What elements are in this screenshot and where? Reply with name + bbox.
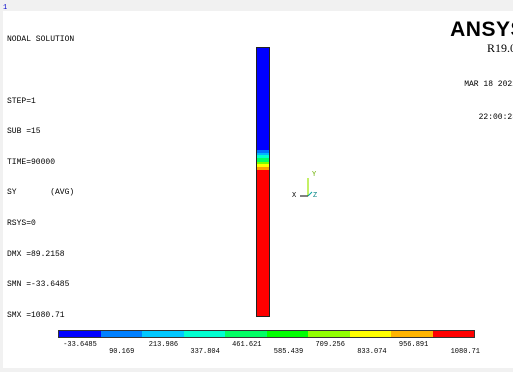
contour-column-model[interactable]	[256, 47, 270, 317]
legend-swatch	[432, 331, 474, 337]
legend-swatch	[308, 331, 350, 337]
window-number: 1	[3, 4, 8, 12]
contour-band	[257, 155, 269, 159]
info-line: RSYS=0	[7, 219, 36, 229]
contour-band	[257, 152, 269, 156]
legend-value-label: 90.169	[109, 348, 135, 356]
legend-swatch	[391, 331, 433, 337]
legend-value-label: 461.621	[232, 341, 262, 349]
info-line: SY (AVG)	[7, 188, 75, 198]
contour-band	[257, 170, 269, 316]
legend-value-label: 956.891	[398, 341, 429, 349]
triad-y-label: Y	[312, 171, 317, 179]
date-label: MAR 18 2022	[464, 80, 513, 89]
legend-value-label: 709.256	[315, 341, 345, 349]
legend-swatch	[142, 331, 184, 337]
solution-info: NODAL SOLUTION STEP=1 SUB =15 TIME=90000…	[7, 15, 74, 331]
legend-swatch	[266, 331, 308, 337]
info-line: DMX =89.2158	[7, 249, 65, 259]
version-label: R19.0	[486, 41, 513, 55]
ansys-logo-text: ANSYS	[450, 18, 513, 41]
contour-band	[257, 150, 269, 153]
timestamp: MAR 18 2022 22:00:23	[464, 57, 513, 134]
legend-value-label: 833.074	[357, 348, 387, 356]
info-line	[7, 66, 74, 76]
legend-swatch	[183, 331, 225, 337]
info-line: SMX =1080.71	[7, 310, 65, 320]
contour-band	[257, 164, 269, 168]
info-line: SUB =15	[7, 127, 41, 137]
contour-band	[257, 167, 269, 171]
legend-value-label: 337.804	[190, 348, 220, 356]
info-line: SMN =-33.6485	[7, 280, 70, 290]
legend-value-label: -33.6485	[63, 341, 97, 349]
info-line: STEP=1	[7, 96, 36, 106]
legend-swatch	[59, 331, 101, 337]
time-label: 22:00:23	[478, 113, 513, 122]
contour-band	[257, 161, 269, 165]
info-line: NODAL SOLUTION	[7, 35, 75, 45]
contour-band	[257, 48, 269, 151]
coordinate-triad-icon: Y X Z	[292, 171, 317, 200]
legend-swatch	[349, 331, 391, 337]
legend-value-label: 585.439	[273, 348, 304, 356]
info-line: TIME=90000	[7, 157, 56, 167]
contour-legend-bar	[58, 330, 475, 338]
legend-swatch	[100, 331, 142, 337]
triad-x-label: X	[292, 192, 297, 200]
contour-band	[257, 158, 269, 162]
legend-value-label: 1080.71	[450, 348, 480, 356]
legend-swatch	[225, 331, 267, 337]
triad-z-label: Z	[313, 192, 317, 200]
legend-value-label: 213.986	[148, 341, 179, 349]
